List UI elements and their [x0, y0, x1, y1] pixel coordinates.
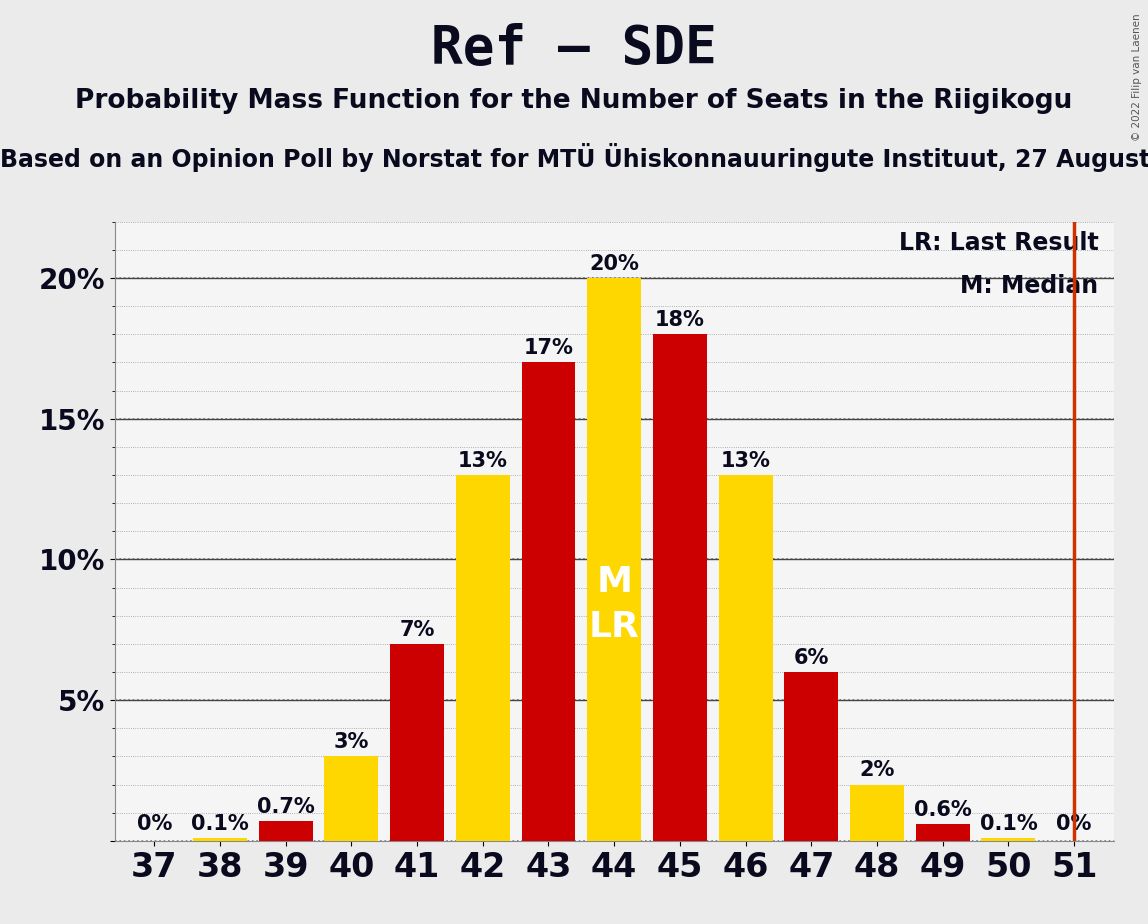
Bar	[456, 475, 510, 841]
Bar	[521, 362, 575, 841]
Bar	[390, 644, 444, 841]
Text: 3%: 3%	[334, 732, 369, 752]
Text: 13%: 13%	[721, 451, 770, 471]
Text: 20%: 20%	[589, 254, 639, 274]
Bar	[916, 824, 970, 841]
Text: © 2022 Filip van Laenen: © 2022 Filip van Laenen	[1132, 14, 1142, 141]
Text: 6%: 6%	[793, 648, 829, 668]
Bar	[982, 838, 1035, 841]
Bar	[193, 838, 247, 841]
Bar	[653, 334, 707, 841]
Text: 0%: 0%	[137, 814, 172, 833]
Bar	[850, 784, 903, 841]
Text: 0.1%: 0.1%	[979, 814, 1038, 833]
Text: 0.1%: 0.1%	[191, 814, 249, 833]
Text: LR: Last Result: LR: Last Result	[899, 231, 1099, 255]
Text: M
LR: M LR	[589, 565, 639, 644]
Text: 0.6%: 0.6%	[914, 800, 971, 820]
Text: Probability Mass Function for the Number of Seats in the Riigikogu: Probability Mass Function for the Number…	[76, 88, 1072, 114]
Text: 7%: 7%	[400, 620, 435, 639]
Text: 17%: 17%	[523, 338, 573, 359]
Text: 13%: 13%	[458, 451, 507, 471]
Bar	[588, 278, 641, 841]
Text: 2%: 2%	[860, 760, 894, 781]
Text: Ref – SDE: Ref – SDE	[432, 23, 716, 75]
Text: 0%: 0%	[1056, 814, 1092, 833]
Text: 0.7%: 0.7%	[257, 796, 315, 817]
Bar	[325, 757, 379, 841]
Text: Based on an Opinion Poll by Norstat for MTÜ Ühiskonnauuringute Instituut, 27 Aug: Based on an Opinion Poll by Norstat for …	[0, 143, 1148, 172]
Text: M: Median: M: Median	[961, 274, 1099, 298]
Bar	[719, 475, 773, 841]
Bar	[784, 672, 838, 841]
Bar	[258, 821, 312, 841]
Text: 18%: 18%	[656, 310, 705, 330]
